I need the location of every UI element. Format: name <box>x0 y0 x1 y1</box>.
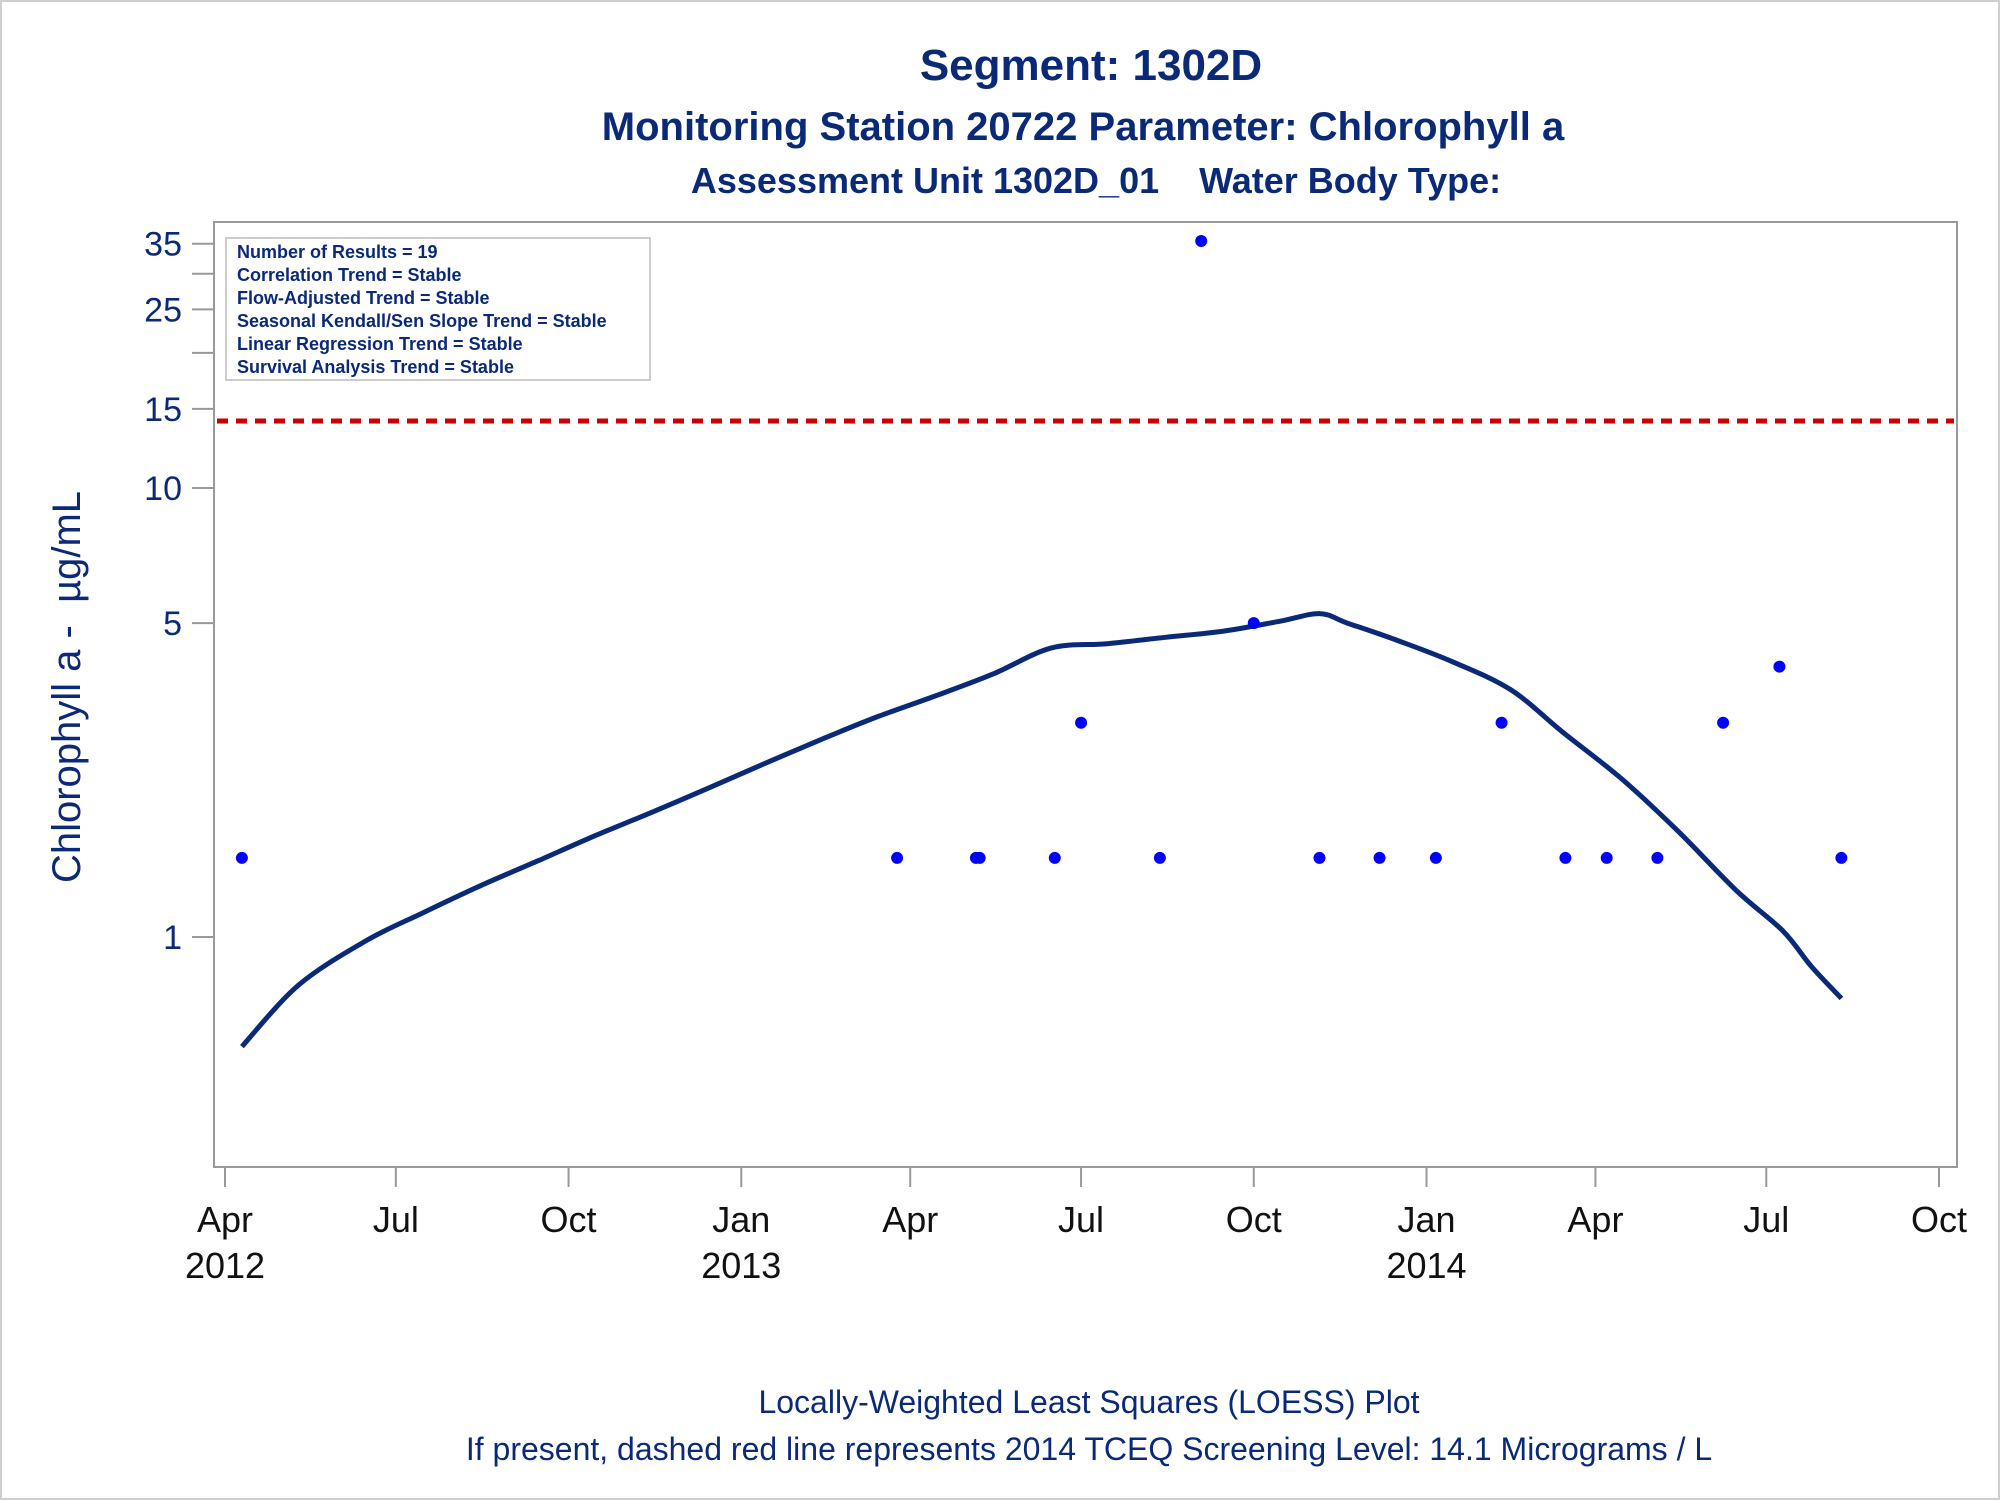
data-point <box>1048 851 1061 864</box>
x-tick-label: Oct <box>541 1199 597 1240</box>
inset-line: Seasonal Kendall/Sen Slope Trend = Stabl… <box>237 311 607 331</box>
data-point <box>1600 851 1613 864</box>
x-tick-year-label: 2014 <box>1386 1245 1466 1286</box>
y-tick-label: 35 <box>144 226 182 264</box>
x-axis: Apr 2012 Jul Oct Jan 2013 Apr Jul Oct Jan 2014 Apr J… <box>185 1167 1967 1286</box>
data-point <box>1717 716 1730 729</box>
data-point <box>973 851 986 864</box>
data-point <box>1373 851 1386 864</box>
data-point <box>1247 617 1260 630</box>
data-points <box>235 234 1848 864</box>
inset-line: Linear Regression Trend = Stable <box>237 334 523 354</box>
data-point <box>1195 234 1208 247</box>
data-point <box>235 851 248 864</box>
data-point <box>1495 716 1508 729</box>
data-point <box>1651 851 1664 864</box>
inset-line: Number of Results = 19 <box>237 242 438 262</box>
loess-curve <box>240 611 1844 1049</box>
x-tick-year-label: 2013 <box>701 1245 781 1286</box>
data-point <box>1773 660 1786 673</box>
data-point <box>891 851 904 864</box>
y-axis-label: Chlorophyll a - µg/mL <box>45 491 89 883</box>
x-tick-label: Oct <box>1911 1199 1967 1240</box>
chart-subtitle-2: Assessment Unit 1302D_01 Water Body Type… <box>691 160 1501 201</box>
data-point <box>1075 716 1088 729</box>
x-tick-label: Jan <box>1397 1199 1455 1240</box>
y-tick-label: 10 <box>144 470 182 508</box>
data-point <box>1559 851 1572 864</box>
y-tick-label: 5 <box>163 605 182 643</box>
x-tick-label: Apr <box>882 1199 938 1240</box>
inset-line: Survival Analysis Trend = Stable <box>237 357 514 377</box>
stats-inset: Number of Results = 19 Correlation Trend… <box>225 237 651 381</box>
y-tick-label: 15 <box>144 391 182 429</box>
x-tick-label: Jul <box>373 1199 419 1240</box>
data-point <box>1153 851 1166 864</box>
chart-subtitle: Monitoring Station 20722 Parameter: Chlo… <box>602 105 1565 149</box>
inset-line: Correlation Trend = Stable <box>237 265 462 285</box>
x-tick-label: Jul <box>1743 1199 1789 1240</box>
x-tick-label: Oct <box>1226 1199 1282 1240</box>
footnote-line-1: Locally-Weighted Least Squares (LOESS) P… <box>758 1384 1419 1420</box>
x-tick-label: Apr <box>1567 1199 1623 1240</box>
x-tick-year-label: 2012 <box>185 1245 265 1286</box>
footnote-line-2: If present, dashed red line represents 2… <box>466 1431 1712 1467</box>
x-tick-label: Jan <box>712 1199 770 1240</box>
x-tick-label: Jul <box>1058 1199 1104 1240</box>
data-point <box>1835 851 1848 864</box>
y-tick-label: 25 <box>144 291 182 329</box>
y-tick-label: 1 <box>163 919 182 957</box>
x-tick-label: Apr <box>197 1199 253 1240</box>
inset-line: Flow-Adjusted Trend = Stable <box>237 288 490 308</box>
stats-inset-box <box>225 237 651 381</box>
chart-title: Segment: 1302D <box>920 41 1262 90</box>
data-point <box>1313 851 1326 864</box>
data-point <box>1429 851 1442 864</box>
